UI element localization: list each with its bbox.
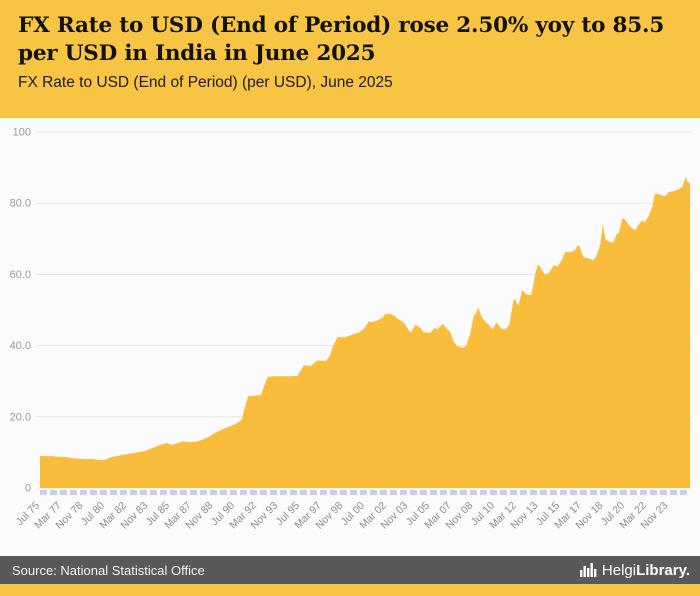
page-footer: Source: National Statistical Office Helg… xyxy=(0,556,700,584)
area-series xyxy=(40,176,690,488)
chart-area: 0 20.0 40.0 60.0 80.0 100 Jul 75 Mar 77 Nov 78 Ju… xyxy=(0,118,700,556)
y-tick-label: 60.0 xyxy=(10,269,31,281)
y-tick-label: 20.0 xyxy=(10,411,31,423)
chart-subtitle: FX Rate to USD (End of Period) (per USD)… xyxy=(18,74,393,92)
y-tick-label: 80.0 xyxy=(10,198,31,210)
page-header: FX Rate to USD (End of Period) rose 2.50… xyxy=(0,0,700,118)
brand-name-bold: Library. xyxy=(636,561,690,579)
y-tick-label: 40.0 xyxy=(10,340,31,352)
y-tick-label: 100 xyxy=(13,127,31,139)
helgi-logo-icon xyxy=(579,563,597,577)
source-note: Source: National Statistical Office xyxy=(12,562,205,578)
accent-strip xyxy=(0,584,700,596)
helgi-library-logo: HelgiLibrary. xyxy=(579,561,690,579)
brand-name-light: Helgi xyxy=(601,561,637,579)
y-tick-label: 0 xyxy=(25,483,31,495)
chart-title: FX Rate to USD (End of Period) rose 2.50… xyxy=(18,13,665,66)
